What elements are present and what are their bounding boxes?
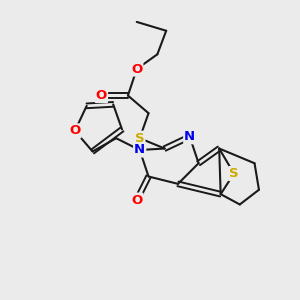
Text: O: O [96,89,107,102]
Text: O: O [131,62,142,76]
Text: S: S [229,167,239,180]
Text: N: N [184,130,195,143]
Text: O: O [69,124,80,137]
Text: N: N [134,143,145,157]
Text: S: S [135,132,145,145]
Text: O: O [131,194,142,207]
